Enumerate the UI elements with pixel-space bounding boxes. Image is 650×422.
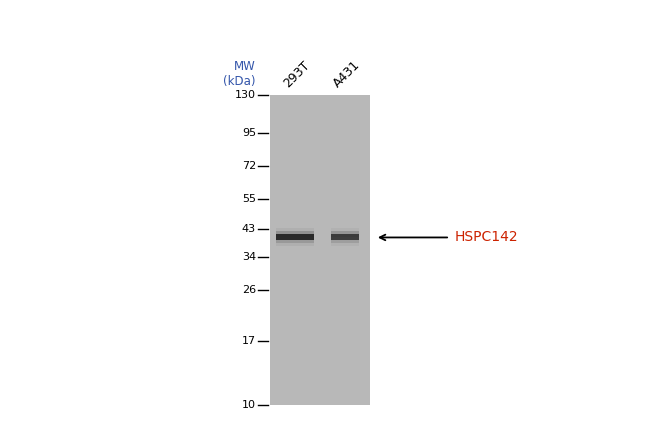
Bar [270, 95, 370, 405]
Text: 293T: 293T [281, 59, 312, 90]
Text: 17: 17 [242, 336, 256, 346]
Bar [331, 228, 359, 235]
Text: MW: MW [234, 60, 256, 73]
Text: 34: 34 [242, 252, 256, 262]
Text: 43: 43 [242, 224, 256, 234]
Bar [331, 231, 359, 238]
Text: 95: 95 [242, 128, 256, 138]
Bar [276, 241, 314, 246]
Text: 130: 130 [235, 90, 256, 100]
Text: HSPC142: HSPC142 [455, 230, 519, 244]
Bar [331, 238, 359, 243]
Text: 72: 72 [242, 161, 256, 171]
Text: 55: 55 [242, 194, 256, 204]
Bar [276, 228, 314, 235]
Bar [276, 235, 314, 241]
Bar [276, 231, 314, 238]
Bar [331, 235, 359, 241]
Text: 10: 10 [242, 400, 256, 410]
Text: 26: 26 [242, 284, 256, 295]
Bar [276, 238, 314, 243]
Text: (kDa): (kDa) [224, 75, 256, 87]
Bar [331, 241, 359, 246]
Text: A431: A431 [331, 58, 363, 90]
